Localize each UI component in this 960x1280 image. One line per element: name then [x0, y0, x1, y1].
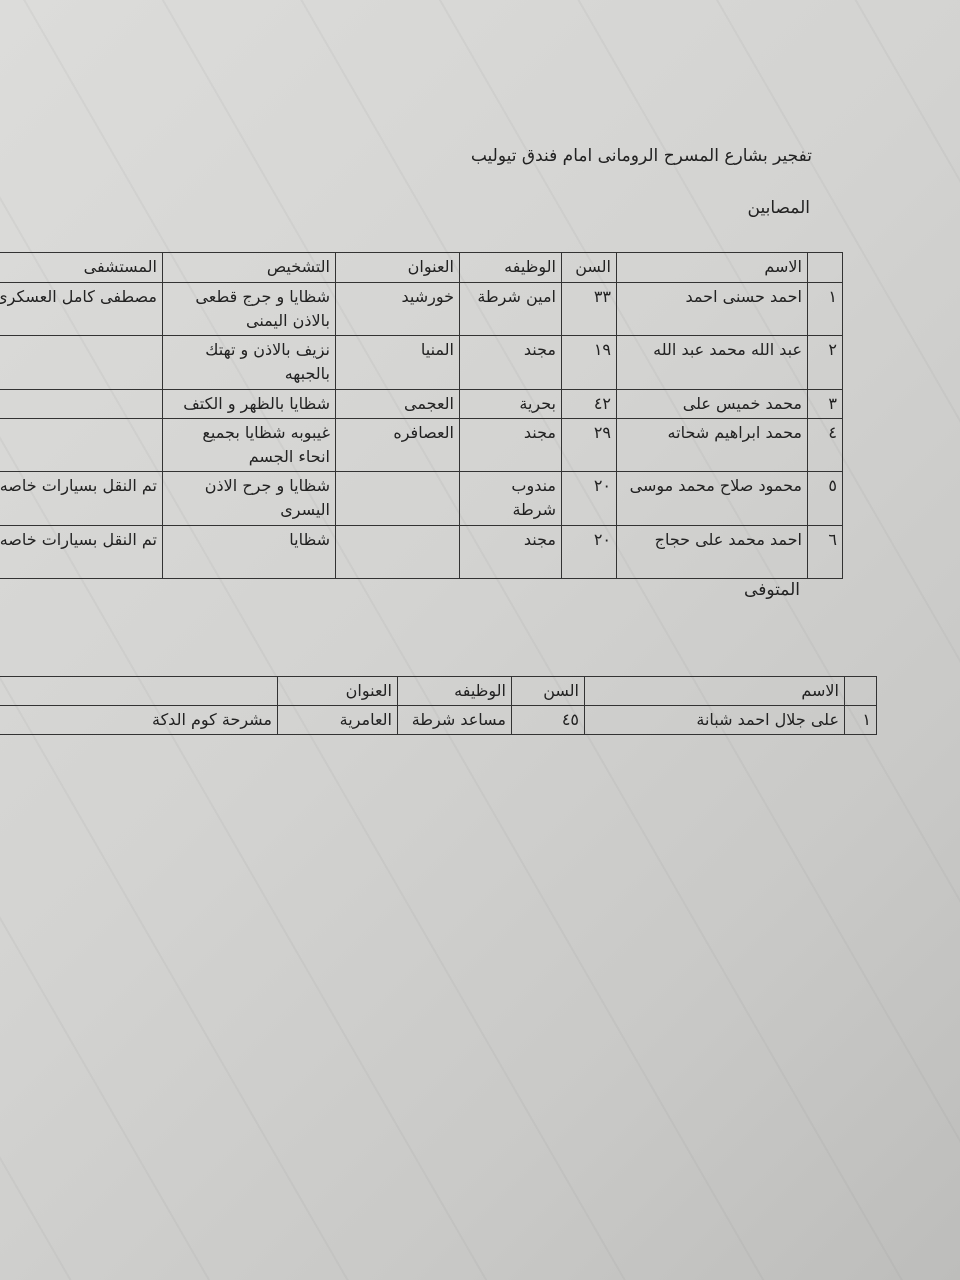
table-row-cell: غيبوبه شظايا بجميع انحاء الجسم — [162, 418, 336, 472]
table-row-cell: تم النقل بسيارات خاصه — [0, 525, 163, 579]
table-row-cell: ١٩ — [561, 335, 617, 390]
table-row-cell: امين شرطة — [459, 282, 562, 336]
table-row-cell: بحرية — [459, 389, 562, 419]
table-row: ٦ احمد محمد على حجاج ٢٠ مجند شظايا تم النقل ب… — [0, 525, 843, 579]
table-row-cell: نزيف بالاذن و تهتك بالجبهه — [162, 335, 336, 390]
table-row-cell: شظايا بالظهر و الكتف — [162, 389, 336, 419]
header-row: الاسم السن الوظيفه العنوان التشخيص المستشفى — [0, 252, 843, 283]
injured-table: الاسم السن الوظيفه العنوان التشخيص المستشفى ١ ا… — [0, 252, 843, 579]
header-row-cell: التشخيص — [162, 252, 336, 283]
header-row-cell — [844, 676, 877, 706]
header-row-cell: العنوان — [277, 676, 398, 706]
header-row-cell — [0, 676, 278, 706]
table-row-cell: ٢ — [807, 335, 843, 390]
table-row-cell: ٤ — [807, 418, 843, 472]
table-row-cell: محمد خميس على — [616, 389, 808, 419]
table-row-cell — [0, 418, 163, 472]
header-row-cell: الاسم — [616, 252, 808, 283]
table-row-cell: مجند — [459, 335, 562, 390]
table-row-cell: ١ — [807, 282, 843, 336]
table-row-cell: احمد حسنى احمد — [616, 282, 808, 336]
table-row-cell: مجند — [459, 418, 562, 472]
header-row-cell: الوظيفه — [459, 252, 562, 283]
table-row-cell: العصافره — [335, 418, 460, 472]
table-row-cell: العجمى — [335, 389, 460, 419]
table-row-cell: المنيا — [335, 335, 460, 390]
table-row-cell — [0, 335, 163, 390]
table-row: ٢ عبد الله محمد عبد الله ١٩ مجند المنيا نزيف … — [0, 335, 843, 390]
table-row-cell: محمود صلاح محمد موسى — [616, 471, 808, 526]
header-row-cell: الوظيفه — [397, 676, 512, 706]
table-row-cell: مجند — [459, 525, 562, 579]
header-row: الاسم السن الوظيفه العنوان — [0, 676, 877, 706]
table-row-cell: شظايا — [162, 525, 336, 579]
table-row-cell: العامرية — [277, 705, 398, 735]
table-row-cell: ٢٠ — [561, 471, 617, 526]
table-row-cell: شظايا و جرج قطعى بالاذن اليمنى — [162, 282, 336, 336]
table-row-cell: ٢٩ — [561, 418, 617, 472]
table-row-cell: محمد ابراهيم شحاته — [616, 418, 808, 472]
table-row-cell — [335, 471, 460, 526]
table-row-cell: ١ — [844, 705, 877, 735]
header-row-cell: المستشفى — [0, 252, 163, 283]
header-row-cell: العنوان — [335, 252, 460, 283]
table-row: ١ على جلال احمد شبانة ٤٥ مساعد شرطة العامرية… — [0, 705, 877, 735]
table-row-cell: ٣٣ — [561, 282, 617, 336]
table-row: ٤ محمد ابراهيم شحاته ٢٩ مجند العصافره غيبوبه … — [0, 418, 843, 472]
table-row-cell: مساعد شرطة — [397, 705, 512, 735]
table-row-cell: ٦ — [807, 525, 843, 579]
document-title: تفجير بشارع المسرح الرومانى امام فندق تي… — [470, 146, 812, 166]
header-row-cell: الاسم — [584, 676, 845, 706]
table-row-cell: ٢٠ — [561, 525, 617, 579]
header-row-cell — [807, 252, 843, 283]
table-row-cell: ٣ — [807, 389, 843, 419]
table-row-cell: ٤٥ — [511, 705, 585, 735]
table-row-cell: خورشيد — [335, 282, 460, 336]
table-row-cell: تم النقل بسيارات خاصه — [0, 471, 163, 526]
table-row-cell — [0, 389, 163, 419]
table-row-cell: ٥ — [807, 471, 843, 526]
table-row-cell: مشرحة كوم الدكة — [0, 705, 278, 735]
table-row: ٣ محمد خميس على ٤٢ بحرية العجمى شظايا بالظهر … — [0, 389, 843, 419]
deceased-table: الاسم السن الوظيفه العنوان ١ على جلال احمد شب… — [0, 676, 877, 735]
table-row-cell: مندوب شرطة — [459, 471, 562, 526]
table-row-cell: عبد الله محمد عبد الله — [616, 335, 808, 390]
table-row: ١ احمد حسنى احمد ٣٣ امين شرطة خورشيد شظايا و … — [0, 282, 843, 336]
table-row: ٥ محمود صلاح محمد موسى ٢٠ مندوب شرطة شظايا و… — [0, 471, 843, 526]
table-row-cell: مصطفى كامل العسكرى — [0, 282, 163, 336]
table-row-cell — [335, 525, 460, 579]
injured-heading: المصابين — [747, 198, 810, 218]
table-row-cell: شظايا و جرح الاذن اليسرى — [162, 471, 336, 526]
table-row-cell: ٤٢ — [561, 389, 617, 419]
table-row-cell: احمد محمد على حجاج — [616, 525, 808, 579]
header-row-cell: السن — [561, 252, 617, 283]
header-row-cell: السن — [511, 676, 585, 706]
deceased-heading: المتوفى — [744, 580, 800, 600]
table-row-cell: على جلال احمد شبانة — [584, 705, 845, 735]
